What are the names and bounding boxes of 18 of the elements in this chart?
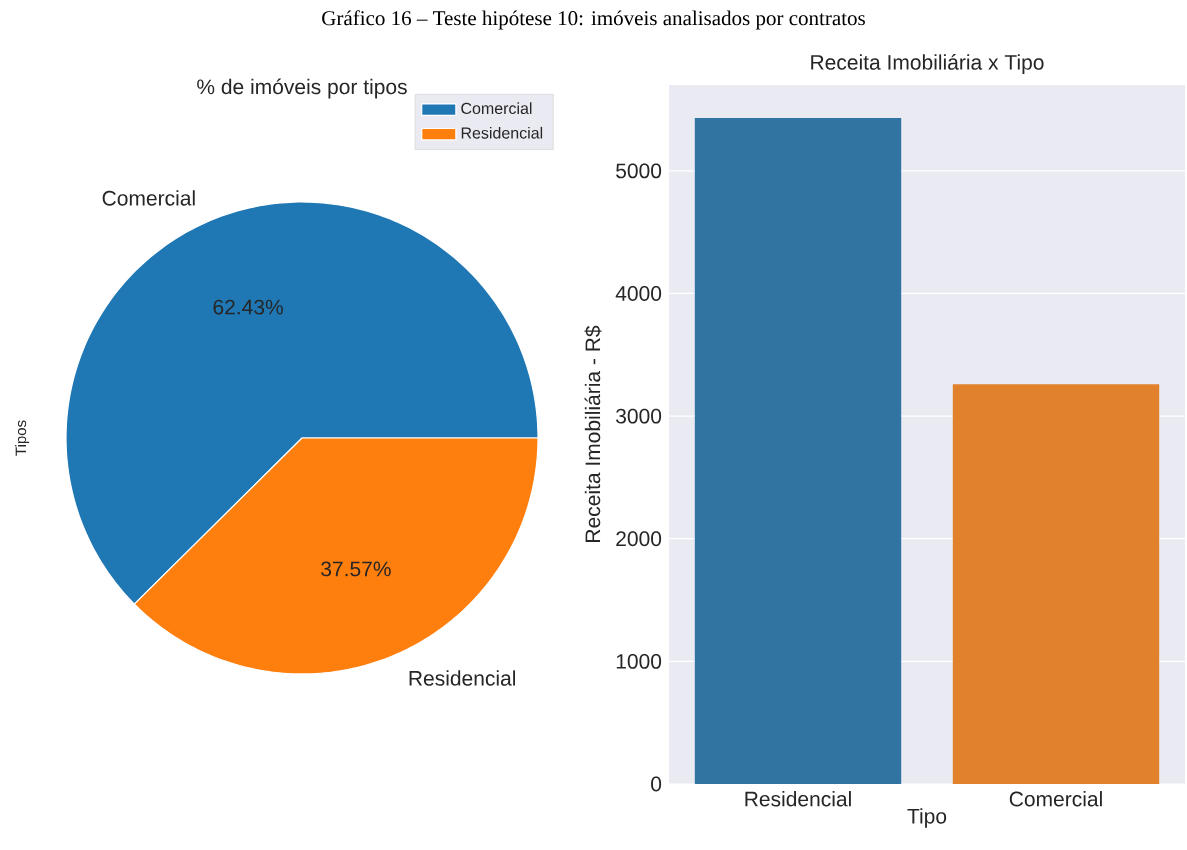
slice-label: Residencial <box>409 670 516 686</box>
y-axis-title: Receita Imobiliária - R$ <box>584 325 602 542</box>
x-axis-title: Tipo <box>907 808 947 828</box>
y-tick-label: 4000 <box>615 286 662 301</box>
data-label: 62.43% <box>213 299 283 315</box>
y-tick-label: 5000 <box>616 163 662 179</box>
data-label: 37.57% <box>321 561 391 577</box>
text: Tipos <box>15 420 30 456</box>
chart-title: Receita Imobiliária x Tipo <box>811 54 1044 74</box>
y-tick-label: 1000 <box>616 653 662 669</box>
chart-title: % de imóveis por tipos <box>197 78 407 99</box>
y-tick-label: 0 <box>651 776 662 792</box>
y-tick-label: 3000 <box>616 408 662 424</box>
legend-label: Comercial <box>461 102 532 115</box>
slice-label: Comercial <box>102 190 195 206</box>
legend-label: Residencial <box>461 126 543 139</box>
y-tick-label: 2000 <box>616 531 662 547</box>
text: Gráfico 16 – Teste hipótese 10: imóveis analisados por contratos <box>322 10 865 30</box>
